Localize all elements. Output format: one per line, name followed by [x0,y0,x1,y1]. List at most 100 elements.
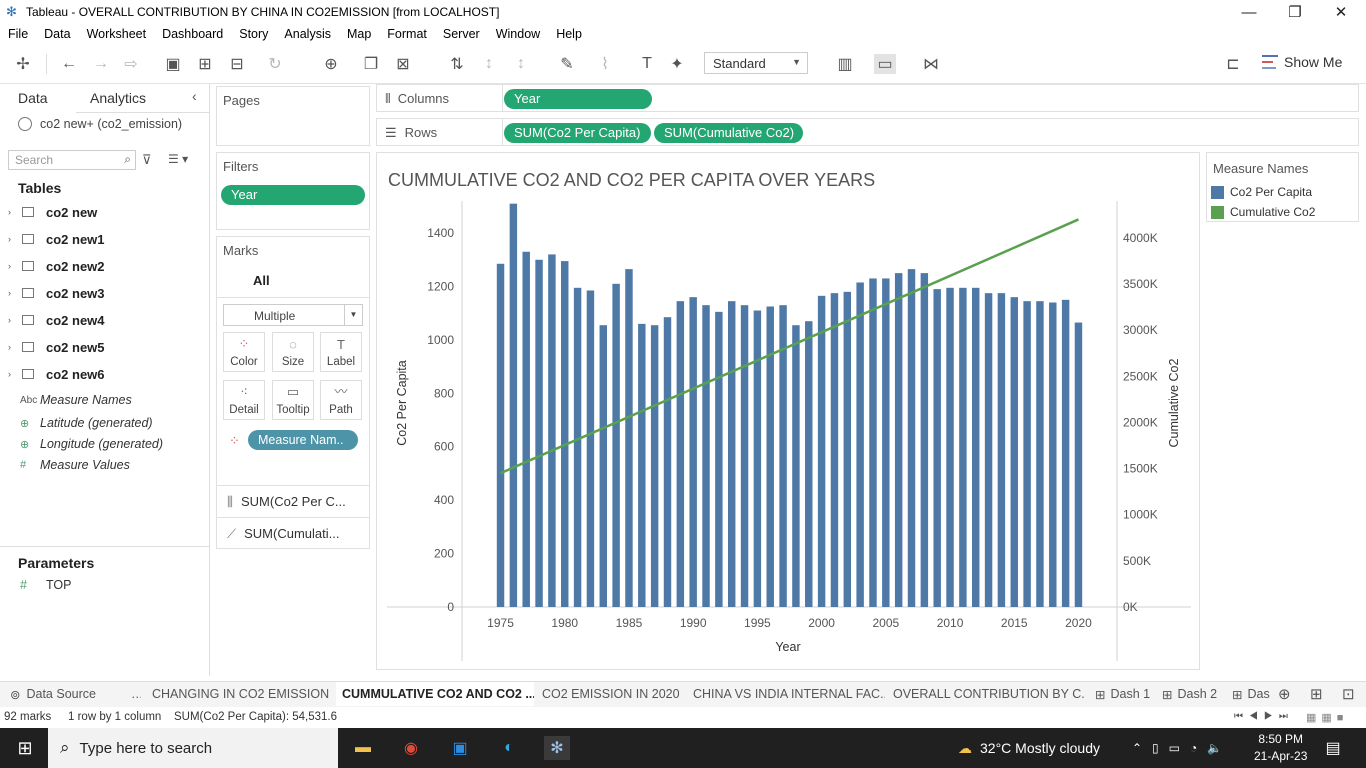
field-measure-values[interactable]: # Measure Values [20,455,130,475]
show-cards-icon[interactable]: ▥ [837,56,853,73]
tab-dashboard[interactable]: ⊞ Dash 2 [1162,682,1224,706]
tableau-taskbar-icon[interactable]: ✻ [544,736,570,760]
menu-data[interactable]: Data [44,27,71,41]
tab-sheet[interactable]: CO2 EMISSION IN 2020 [542,687,680,701]
datasource-item[interactable]: co2 new+ (co2_emission) [18,117,182,131]
weather-widget[interactable]: ☁ 32°C Mostly cloudy [958,728,1100,768]
menu-server[interactable]: Server [442,27,480,41]
tab-dashboard[interactable]: ⊞ Dash 1 [1095,682,1155,706]
clear-sheet-icon[interactable]: ⊠ [396,56,410,73]
refresh-icon[interactable]: ↻ [268,56,282,73]
table-item[interactable]: › co2 new6 [8,363,105,385]
new-dashboard-icon[interactable]: ⊞ [1310,686,1323,703]
show-me-button[interactable]: Show Me [1262,54,1342,70]
field-latitude[interactable]: ⊕ Latitude (generated) [20,413,153,433]
group-members-icon[interactable]: ⌇ [601,56,609,73]
new-worksheet-icon[interactable]: ⊕ [324,56,338,73]
format-painter-icon[interactable]: ⊏ [1226,56,1240,73]
menu-help[interactable]: Help [556,27,582,41]
field-longitude[interactable]: ⊕ Longitude (generated) [20,434,163,454]
search-input[interactable]: Search ⌕ [8,150,136,170]
tray-icons[interactable]: ⌃▯▭◔🔈 [1132,741,1233,755]
taskbar-search[interactable]: ⌕ Type here to search [48,728,338,768]
store-icon[interactable]: ▣ [452,740,468,757]
table-item[interactable]: › co2 new3 [8,282,105,304]
view-options-icon[interactable]: ☰ ▾ [168,152,189,166]
menu-analysis[interactable]: Analysis [284,27,331,41]
duplicate-sheet-icon[interactable]: ❐ [363,56,379,73]
windows-start-icon[interactable]: ⊞ [17,737,33,758]
filter-pill-year[interactable]: Year [221,185,365,205]
rows-pill-cumulative-co2[interactable]: SUM(Cumulative Co2) [654,123,803,143]
fit-dropdown[interactable]: Standard ▼ [704,52,808,74]
sort-ascending-icon[interactable]: ↕ [485,55,493,72]
tab-overflow[interactable]: … [131,682,141,706]
tab-sheet-active[interactable]: CUMMULATIVE CO2 AND CO2 ... [336,682,534,706]
columns-pill-year[interactable]: Year [504,89,652,109]
table-item[interactable]: › co2 new2 [8,255,105,277]
sheet-view-icon[interactable]: ▦▦■ [1306,712,1349,724]
marks-tab-cumulative-co2[interactable]: ⟋ SUM(Cumulati... [227,526,339,542]
color-button[interactable]: ⁘ Color [223,332,265,372]
close-button[interactable]: ✕ [1334,4,1348,21]
label-button[interactable]: T Label [320,332,362,372]
undo-icon[interactable]: ← [61,55,77,72]
table-item[interactable]: › co2 new4 [8,309,105,331]
tab-analytics[interactable]: Analytics [90,90,147,106]
replay-icon[interactable]: ⇨ [124,56,138,73]
restore-button[interactable]: ❐ [1288,4,1302,21]
size-button[interactable]: ◌ Size [272,332,314,372]
minimize-button[interactable]: — [1241,3,1257,21]
table-item[interactable]: › co2 new1 [8,228,105,250]
marks-all-tab[interactable]: All [253,273,270,288]
columns-shelf[interactable]: ⦀ Columns Year [376,84,1359,112]
highlight-icon[interactable]: ✎ [560,56,574,73]
rows-shelf[interactable]: ☰ Rows SUM(Co2 Per Capita) SUM(Cumulative… [376,118,1359,146]
measure-names-color-pill[interactable]: Measure Nam.. [248,430,358,450]
share-icon[interactable]: ⋈ [923,56,939,73]
pages-card[interactable]: Pages [216,86,370,146]
notifications-icon[interactable]: ▤ [1325,740,1341,757]
file-explorer-icon[interactable]: ▬ [355,739,371,756]
legend-item[interactable]: Co2 Per Capita [1211,185,1312,199]
collapse-pane-icon[interactable]: ‹ [192,88,197,104]
fix-axes-icon[interactable]: ✦ [670,56,684,73]
new-worksheet-icon[interactable]: ⊕ [1278,686,1291,703]
sort-descending-icon[interactable]: ↕ [517,55,525,72]
data-source-tab[interactable]: ⊚ Data Source [10,682,128,706]
table-item[interactable]: › co2 new [8,201,97,223]
table-item[interactable]: › co2 new5 [8,336,105,358]
new-story-icon[interactable]: ⊡ [1342,686,1355,703]
redo-icon[interactable]: → [93,55,109,72]
menu-format[interactable]: Format [387,27,427,41]
tab-dashboard[interactable]: ⊞ Das [1232,682,1270,706]
mark-type-dropdown[interactable]: Multiple ▼ [223,304,363,326]
filters-card[interactable]: Filters Year [216,152,370,230]
menu-worksheet[interactable]: Worksheet [86,27,147,41]
parameter-top[interactable]: # TOP [20,578,71,592]
pause-updates-icon[interactable]: ⊟ [230,56,244,73]
field-measure-names[interactable]: Abc Measure Names [20,390,132,410]
tab-sheet[interactable]: CHINA VS INDIA INTERNAL FAC... [693,687,885,701]
tab-data[interactable]: Data [18,90,48,106]
sheet-navigation-icon[interactable]: ⏮◀▶⏭ [1234,711,1294,722]
show-mark-labels-icon[interactable]: T [642,55,652,72]
path-button[interactable]: 〰 Path [320,380,362,420]
menu-story[interactable]: Story [239,27,269,41]
menu-window[interactable]: Window [495,27,541,41]
detail-button[interactable]: ⁖ Detail [223,380,265,420]
swap-rows-columns-icon[interactable]: ⇅ [450,56,464,73]
chrome-icon[interactable]: ◉ [404,740,418,757]
legend-item[interactable]: Cumulative Co2 [1211,205,1315,219]
marks-tab-co2-per-capita[interactable]: ⫼ SUM(Co2 Per C... [227,494,346,510]
tooltip-button[interactable]: ▭ Tooltip [272,380,314,420]
tab-sheet[interactable]: OVERALL CONTRIBUTION BY C... [893,687,1085,701]
presentation-mode-icon[interactable]: ▭ [874,54,896,74]
menu-dashboard[interactable]: Dashboard [162,27,224,41]
menu-map[interactable]: Map [346,27,372,41]
menu-file[interactable]: File [8,27,29,41]
new-datasource-icon[interactable]: ⊞ [198,56,212,73]
save-icon[interactable]: ▣ [165,56,181,73]
edge-icon[interactable]: ◐ [504,739,514,756]
filter-icon[interactable]: ⊽ [142,152,152,167]
